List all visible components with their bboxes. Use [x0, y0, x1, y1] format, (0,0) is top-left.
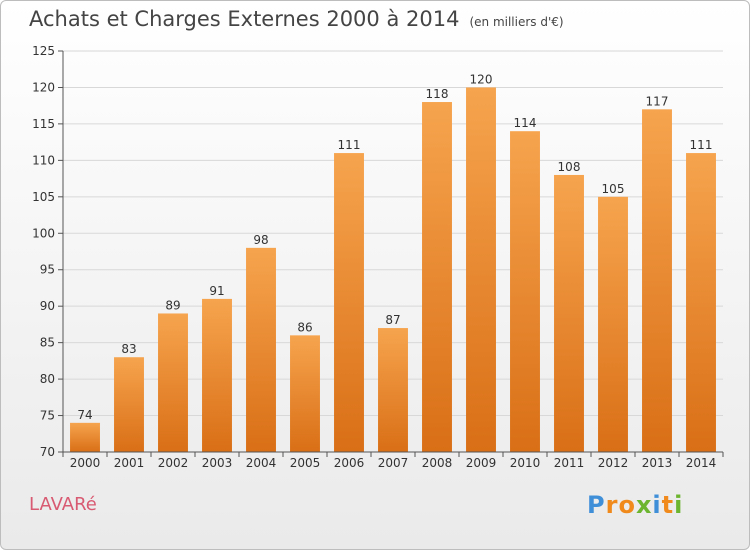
bar [510, 131, 540, 452]
bar [334, 153, 364, 452]
data-label: 118 [426, 87, 449, 101]
bars: 74 83 89 91 98 86 111 87 118 120 114 108 105 117 111 [70, 72, 716, 453]
bar [246, 247, 276, 452]
y-tick-label: 85 [40, 336, 55, 350]
chart-title: Achats et Charges Externes 2000 à 2014 (e… [29, 7, 564, 31]
bar [422, 102, 452, 452]
y-tick-label: 110 [32, 153, 55, 167]
bar [114, 357, 144, 452]
x-tick-label: 2004 [246, 456, 277, 470]
y-tick-label: 70 [40, 445, 55, 459]
y-tick-label: 75 [40, 409, 55, 423]
data-label: 86 [297, 320, 312, 334]
bar [202, 298, 232, 452]
y-tick-label: 105 [32, 190, 55, 204]
data-label: 74 [77, 408, 92, 422]
bar [598, 196, 628, 452]
x-tick-label: 2011 [554, 456, 585, 470]
x-tick-label: 2014 [686, 456, 717, 470]
bar [554, 174, 584, 453]
x-tick-label: 2010 [510, 456, 541, 470]
x-tick-label: 2012 [598, 456, 629, 470]
title-text: Achats et Charges Externes 2000 à 2014 [29, 7, 460, 31]
data-label: 89 [165, 298, 180, 312]
y-tick-label: 115 [32, 117, 55, 131]
y-tick-label: 125 [32, 44, 55, 58]
city-name: LAVARé [29, 494, 97, 515]
data-label: 120 [470, 72, 493, 86]
bar [70, 422, 100, 452]
data-label: 87 [385, 313, 400, 327]
y-tick-label: 80 [40, 372, 55, 386]
data-label: 114 [514, 116, 537, 130]
x-tick-label: 2001 [114, 456, 145, 470]
data-label: 105 [602, 182, 625, 196]
x-tick-label: 2000 [70, 456, 101, 470]
bar [686, 153, 716, 452]
data-label: 111 [690, 138, 713, 152]
proxiti-logo[interactable]: Proxiti [587, 491, 684, 519]
data-label: 117 [646, 94, 669, 108]
bar [290, 335, 320, 452]
axes: 70 75 80 85 90 95 100 105 110 115 120 125 2000 2001 20… [32, 44, 724, 470]
unit-text: (en milliers d'€) [469, 15, 564, 29]
x-tick-label: 2002 [158, 456, 189, 470]
bar [158, 313, 188, 452]
x-tick-label: 2003 [202, 456, 233, 470]
y-tick-label: 100 [32, 226, 55, 240]
y-tick-label: 95 [40, 263, 55, 277]
data-label: 98 [253, 233, 268, 247]
x-tick-label: 2013 [642, 456, 673, 470]
x-tick-label: 2009 [466, 456, 497, 470]
y-tick-label: 120 [32, 80, 55, 94]
data-label: 83 [121, 342, 136, 356]
bar [466, 87, 496, 453]
data-label: 111 [338, 138, 361, 152]
data-label: 91 [209, 284, 224, 298]
bar [642, 109, 672, 452]
x-tick-label: 2008 [422, 456, 453, 470]
bar [378, 328, 408, 452]
x-tick-label: 2006 [334, 456, 365, 470]
y-tick-label: 90 [40, 299, 55, 313]
data-label: 108 [558, 160, 581, 174]
x-tick-label: 2007 [378, 456, 409, 470]
x-tick-label: 2005 [290, 456, 321, 470]
